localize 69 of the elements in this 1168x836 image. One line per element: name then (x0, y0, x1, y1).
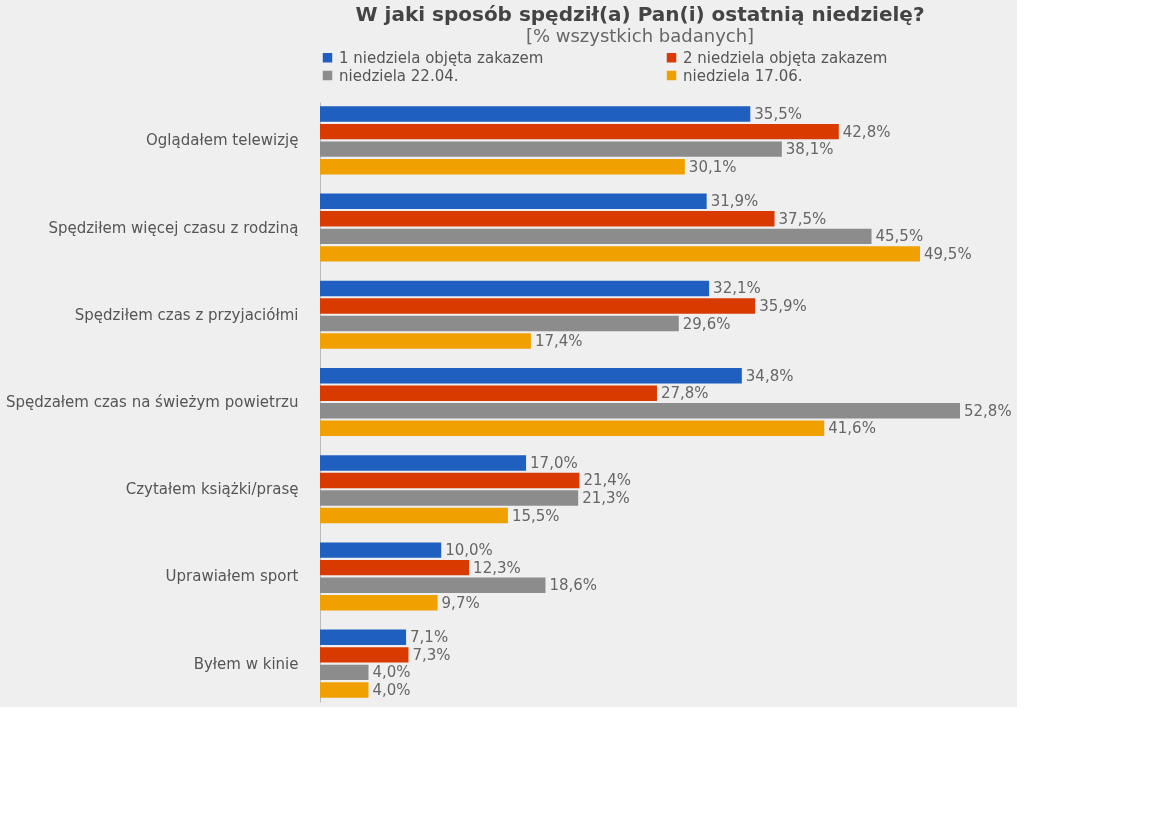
bar (320, 123, 839, 140)
data-label: 17,0% (530, 453, 578, 472)
bar (320, 664, 369, 681)
bar (320, 141, 782, 157)
data-label: 31,9% (710, 192, 759, 211)
y-tick-label: Spędzałem czas na świeżym powietrzu (6, 393, 299, 411)
bar (320, 420, 825, 437)
legend-label: 2 niedziela objęta zakazem (683, 48, 888, 67)
bar (320, 577, 546, 593)
chart-subtitle: [% wszystkich badanych] (525, 25, 755, 46)
y-tick-label: Oglądałem telewizję (146, 131, 299, 150)
legend-label: niedziela 22.04. (339, 66, 459, 85)
data-label: 34,8% (745, 366, 794, 385)
data-label: 41,6% (828, 419, 876, 438)
data-label: 4,0% (372, 663, 411, 682)
bar (320, 315, 679, 332)
bar (320, 455, 527, 471)
data-label: 15,5% (511, 506, 560, 525)
bar (320, 559, 470, 576)
data-label: 21,3% (582, 488, 630, 507)
data-label: 4,0% (372, 680, 411, 699)
bar (320, 280, 710, 297)
y-tick-label: Czytałem książki/prasę (125, 480, 299, 499)
legend-label: niedziela 17.06. (683, 66, 803, 85)
bar (320, 403, 960, 419)
y-tick-label: Spędziłem więcej czasu z rodziną (48, 218, 299, 237)
data-label: 35,9% (759, 297, 807, 316)
data-label: 42,8% (842, 122, 891, 141)
data-label: 10,0% (445, 541, 493, 560)
bar (320, 298, 756, 314)
bar (320, 682, 369, 698)
data-label: 7,1% (410, 628, 449, 647)
data-label: 9,7% (441, 593, 480, 612)
data-label: 49,5% (924, 244, 972, 263)
y-tick-label: Uprawiałem sport (165, 567, 299, 586)
bar (320, 507, 508, 524)
data-label: 38,1% (785, 140, 834, 159)
data-label: 7,3% (412, 645, 451, 664)
y-tick-label: Spędziłem czas z przyjaciółmi (74, 305, 299, 324)
bar (320, 367, 742, 384)
bar (320, 193, 707, 209)
bar (320, 542, 442, 558)
data-label: 45,5% (875, 227, 924, 246)
bar (320, 333, 531, 349)
data-label: 35,5% (754, 105, 802, 124)
data-label: 27,8% (660, 384, 709, 403)
bar (320, 629, 407, 646)
data-label: 32,1% (713, 279, 761, 298)
bar (320, 246, 920, 262)
y-tick-label: Byłem w kinie (193, 654, 299, 673)
bar (320, 228, 872, 245)
bar (320, 472, 580, 489)
chart-title: W jaki sposób spędził(a) Pan(i) ostatnią niedzielę? (355, 2, 925, 26)
data-label: 17,4% (534, 332, 583, 351)
bar (320, 211, 775, 227)
data-label: 12,3% (473, 558, 521, 577)
data-label: 29,6% (682, 314, 731, 333)
bar (320, 106, 751, 122)
bar (320, 647, 409, 663)
data-label: 21,4% (583, 471, 632, 490)
data-label: 52,8% (964, 401, 1012, 420)
data-label: 30,1% (688, 157, 737, 176)
bar (320, 385, 657, 401)
bar (320, 595, 438, 611)
bar (320, 158, 685, 175)
legend-label: 1 niedziela objęta zakazem (339, 48, 544, 67)
data-label: 37,5% (778, 209, 827, 228)
data-label: 18,6% (549, 576, 598, 595)
bar (320, 490, 579, 506)
